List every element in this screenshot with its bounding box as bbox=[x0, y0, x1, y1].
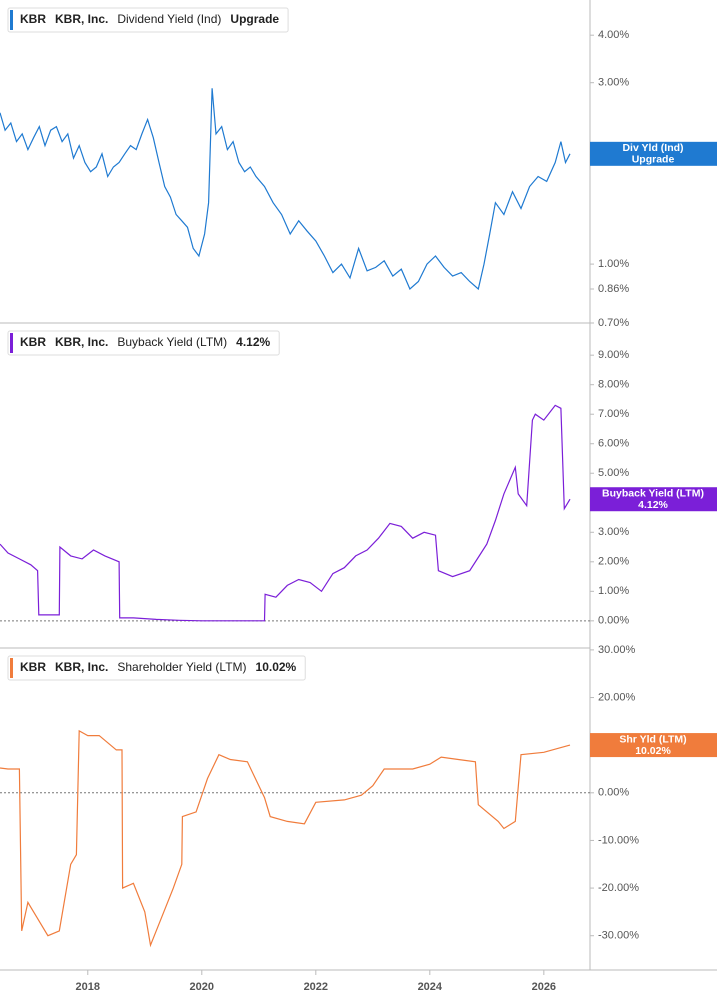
y-tick-label: 5.00% bbox=[598, 467, 629, 479]
legend-text: KBR, Inc. bbox=[55, 660, 108, 674]
badge-value: 10.02% bbox=[635, 745, 671, 757]
legend-swatch bbox=[10, 333, 13, 353]
legend-text: Buyback Yield (LTM) bbox=[117, 335, 227, 349]
x-tick-label: 2022 bbox=[304, 981, 328, 993]
legend-text: KBR bbox=[20, 12, 46, 26]
y-tick-label: 1.00% bbox=[598, 585, 629, 597]
y-tick-label: -10.00% bbox=[598, 834, 639, 846]
value-badge bbox=[590, 733, 717, 758]
badge-value: Upgrade bbox=[632, 154, 675, 166]
x-tick-label: 2018 bbox=[76, 981, 100, 993]
value-badge bbox=[590, 141, 717, 166]
legend-text: KBR bbox=[20, 335, 46, 349]
y-tick-label: 0.00% bbox=[598, 615, 629, 627]
y-tick-label: -20.00% bbox=[598, 882, 639, 894]
y-tick-label: 3.00% bbox=[598, 526, 629, 538]
y-tick-label: 7.00% bbox=[598, 408, 629, 420]
y-tick-label: 3.00% bbox=[598, 77, 629, 89]
y-tick-label: 4.00% bbox=[598, 29, 629, 41]
y-tick-label: 20.00% bbox=[598, 691, 636, 703]
x-tick-label: 2026 bbox=[532, 981, 556, 993]
legend-box bbox=[7, 655, 306, 681]
x-tick-label: 2020 bbox=[190, 981, 214, 993]
legend-text: Shareholder Yield (LTM) bbox=[117, 660, 246, 674]
legend-box bbox=[7, 330, 280, 356]
badge-label: Shr Yld (LTM) bbox=[619, 733, 686, 745]
y-tick-label: 0.00% bbox=[598, 787, 629, 799]
x-tick-label: 2024 bbox=[418, 981, 443, 993]
legend-text: 10.02% bbox=[256, 660, 297, 674]
legend: KBR KBR, Inc. Shareholder Yield (LTM) 10.02… bbox=[7, 655, 306, 681]
y-tick-label: 9.00% bbox=[598, 349, 629, 361]
legend-text: KBR, Inc. bbox=[55, 335, 108, 349]
y-tick-label: 0.70% bbox=[598, 317, 629, 329]
legend-swatch bbox=[10, 10, 13, 30]
legend-text: KBR, Inc. bbox=[55, 12, 108, 26]
value-badge bbox=[590, 487, 717, 512]
y-tick-label: -30.00% bbox=[598, 930, 639, 942]
legend-text: KBR bbox=[20, 660, 46, 674]
legend: KBR KBR, Inc. Dividend Yield (Ind) Upgrade bbox=[7, 7, 289, 33]
badge-value: 4.12% bbox=[638, 499, 668, 511]
legend-text: 4.12% bbox=[236, 335, 270, 349]
y-tick-label: 6.00% bbox=[598, 438, 629, 450]
legend: KBR KBR, Inc. Buyback Yield (LTM) 4.12% bbox=[7, 330, 280, 356]
y-tick-label: 8.00% bbox=[598, 379, 629, 391]
legend-text: Dividend Yield (Ind) bbox=[117, 12, 221, 26]
y-tick-label: 2.00% bbox=[598, 556, 629, 568]
data-line bbox=[0, 729, 571, 948]
legend-swatch bbox=[10, 658, 13, 678]
data-line bbox=[0, 88, 571, 291]
legend-text: Upgrade bbox=[230, 12, 279, 26]
y-tick-label: 1.00% bbox=[598, 258, 629, 270]
badge-label: Div Yld (Ind) bbox=[622, 142, 683, 154]
y-tick-label: 0.86% bbox=[598, 283, 629, 295]
legend-box bbox=[7, 7, 289, 33]
data-line bbox=[0, 404, 571, 622]
y-tick-label: 30.00% bbox=[598, 644, 636, 656]
badge-label: Buyback Yield (LTM) bbox=[602, 488, 704, 500]
